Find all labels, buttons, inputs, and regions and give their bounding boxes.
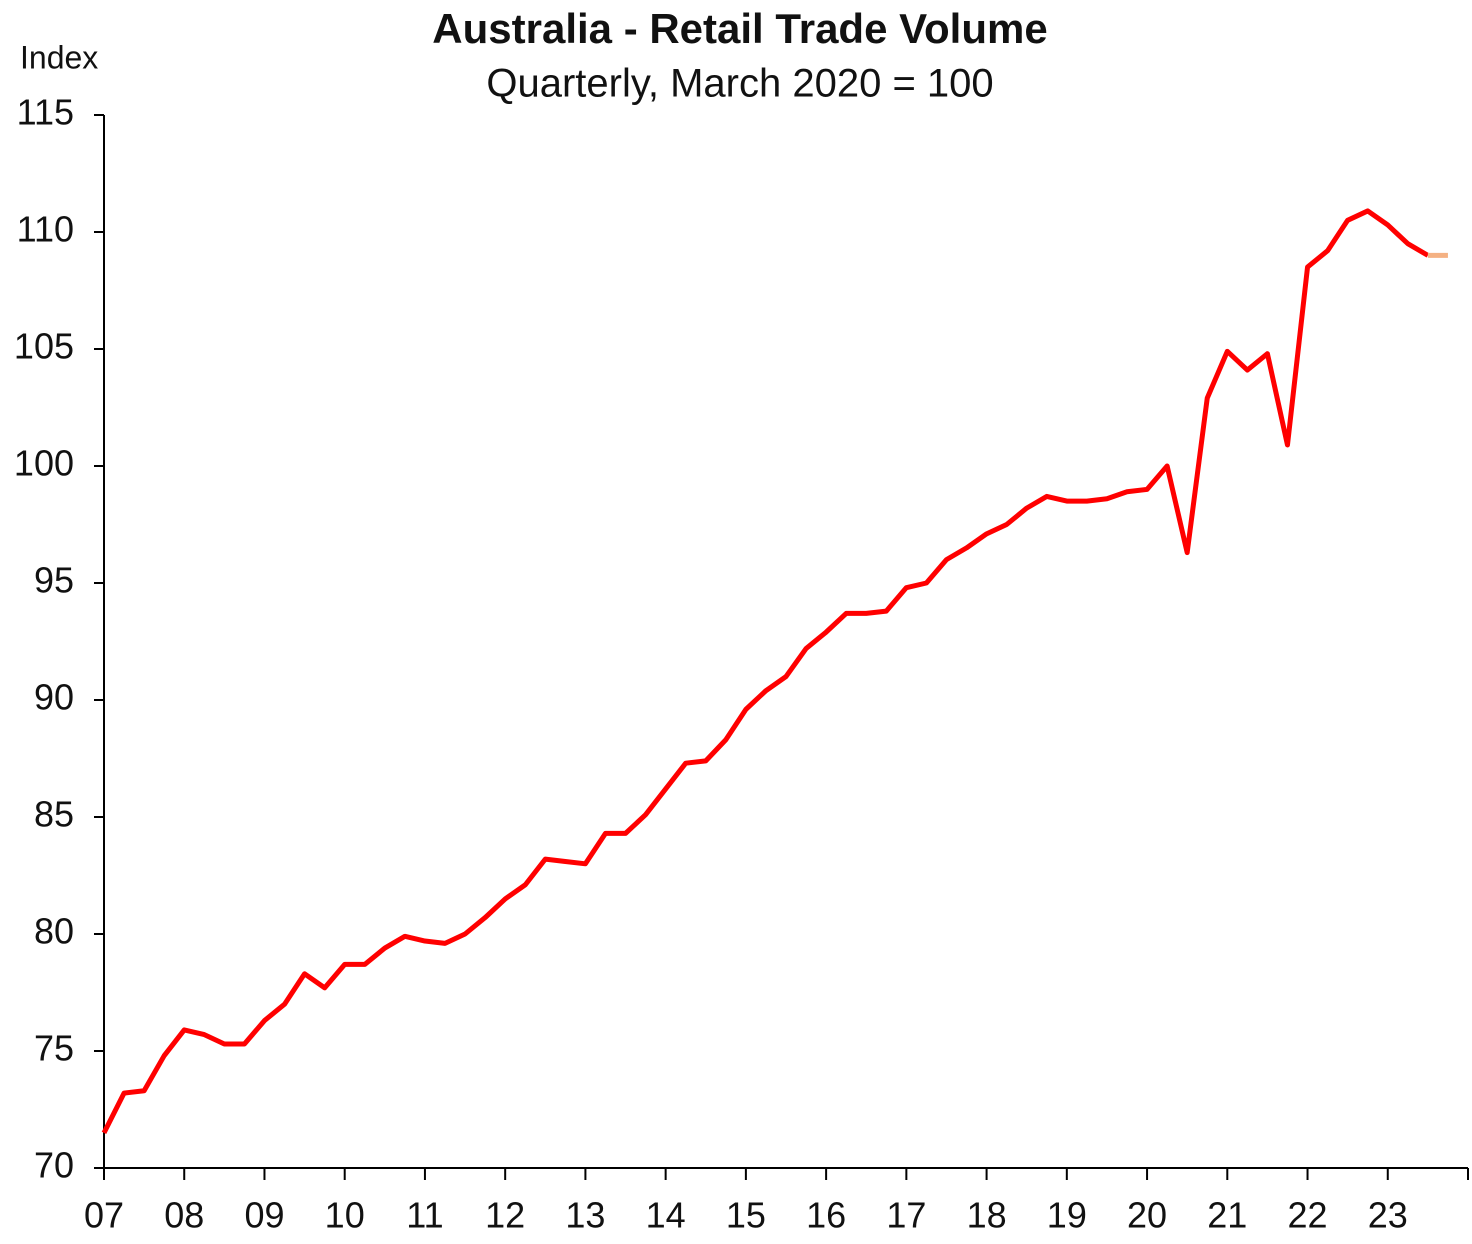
x-tick-label: 11: [406, 1195, 443, 1236]
x-tick-label: 08: [164, 1195, 204, 1236]
y-tick-label: 105: [14, 326, 74, 367]
y-tick-label: 90: [34, 677, 74, 718]
y-tick-label: 110: [17, 209, 74, 250]
x-tick-label: 17: [886, 1195, 926, 1236]
x-tick-label: 09: [244, 1195, 284, 1236]
y-axis-label: Index: [20, 39, 98, 75]
x-tick-label: 20: [1127, 1195, 1167, 1236]
y-tick-label: 75: [34, 1028, 74, 1069]
x-tick-label: 16: [806, 1195, 846, 1236]
chart-title: Australia - Retail Trade Volume: [432, 5, 1047, 52]
x-tick-label: 13: [565, 1195, 605, 1236]
x-tick-label: 22: [1288, 1195, 1328, 1236]
x-tick-label: 15: [726, 1195, 766, 1236]
y-tick-label: 115: [17, 92, 74, 133]
series-line: [101, 208, 1430, 1135]
y-tick-label: 100: [14, 443, 74, 484]
y-tick-label: 70: [34, 1145, 74, 1186]
x-tick-label: 23: [1368, 1195, 1408, 1236]
y-tick-label: 95: [34, 560, 74, 601]
x-tick-label: 07: [84, 1195, 124, 1236]
x-tick-label: 19: [1047, 1195, 1087, 1236]
y-tick-label: 85: [34, 794, 74, 835]
x-tick-label: 10: [325, 1195, 365, 1236]
x-tick-label: 12: [485, 1195, 525, 1236]
x-tick-label: 18: [967, 1195, 1007, 1236]
x-tick-label: 21: [1207, 1195, 1247, 1236]
y-tick-label: 80: [34, 911, 74, 952]
chart-subtitle: Quarterly, March 2020 = 100: [486, 62, 993, 106]
x-tick-label: 14: [646, 1195, 686, 1236]
